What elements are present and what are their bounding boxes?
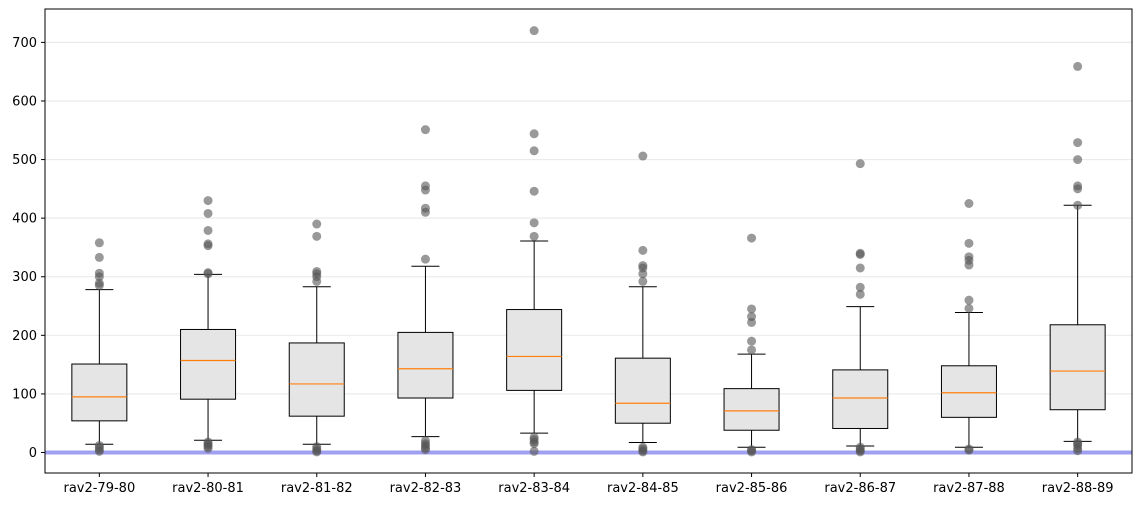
outlier-point: [94, 446, 104, 456]
outlier-point: [312, 447, 322, 457]
outlier-point: [964, 199, 974, 209]
outlier-point: [420, 207, 430, 217]
y-tick-label: 700: [12, 36, 37, 51]
outlier-point: [747, 336, 757, 346]
outlier-point: [638, 447, 648, 457]
outlier-point: [203, 196, 213, 206]
x-tick-label: rav2-79-80: [63, 481, 135, 496]
y-tick-label: 0: [29, 446, 37, 461]
y-tick-label: 100: [12, 387, 37, 402]
y-tick-label: 600: [12, 94, 37, 109]
outlier-point: [529, 26, 539, 36]
outlier-point: [203, 269, 213, 279]
outlier-point: [855, 159, 865, 169]
outlier-point: [747, 447, 757, 457]
outlier-point: [855, 447, 865, 457]
outlier-point: [964, 295, 974, 305]
outlier-point: [203, 241, 213, 251]
x-tick-label: rav2-81-82: [281, 481, 353, 496]
outlier-point: [529, 129, 539, 139]
y-tick-label: 300: [12, 270, 37, 285]
outlier-point: [855, 263, 865, 273]
outlier-point: [855, 289, 865, 299]
box: [940, 365, 997, 418]
box: [832, 369, 889, 429]
outlier-point: [529, 231, 539, 241]
outlier-point: [529, 218, 539, 228]
outlier-point: [964, 445, 974, 455]
outlier-point: [747, 317, 757, 327]
outlier-point: [964, 238, 974, 248]
outlier-point: [964, 303, 974, 313]
outlier-point: [94, 281, 104, 291]
outlier-point: [203, 208, 213, 218]
box: [397, 331, 454, 399]
y-tick-label: 500: [12, 153, 37, 168]
box: [723, 388, 780, 431]
outlier-point: [964, 260, 974, 270]
boxes: [71, 204, 1106, 448]
outlier-point: [1073, 184, 1083, 194]
box: [71, 363, 128, 422]
outlier-point: [747, 233, 757, 243]
outlier-point: [529, 146, 539, 156]
outlier-point: [1073, 200, 1083, 210]
x-tick-label: rav2-87-88: [933, 481, 1005, 496]
outlier-point: [420, 185, 430, 195]
box: [506, 309, 563, 391]
x-tick-label: rav2-85-86: [716, 481, 788, 496]
outlier-point: [1073, 155, 1083, 165]
outlier-point: [420, 125, 430, 135]
y-tick-label: 400: [12, 212, 37, 227]
x-tick-label: rav2-88-89: [1042, 481, 1114, 496]
box: [180, 328, 237, 400]
outlier-point: [747, 345, 757, 355]
outlier-point: [420, 254, 430, 264]
outlier-point: [1073, 61, 1083, 71]
x-tick-label: rav2-83-84: [498, 481, 570, 496]
outlier-point: [203, 225, 213, 235]
outlier-point: [638, 269, 648, 279]
outlier-point: [855, 282, 865, 292]
outlier-point: [638, 245, 648, 255]
x-tick-label: rav2-86-87: [824, 481, 896, 496]
outlier-point: [94, 272, 104, 282]
box: [614, 357, 671, 424]
outlier-point: [420, 445, 430, 455]
outlier-point: [747, 304, 757, 314]
outlier-point: [312, 276, 322, 286]
outlier-point: [638, 151, 648, 161]
outlier-point: [529, 186, 539, 196]
outlier-point: [855, 249, 865, 259]
outlier-point: [529, 439, 539, 449]
outlier-point: [203, 443, 213, 453]
x-tick-label: rav2-84-85: [607, 481, 679, 496]
x-tick-label: rav2-80-81: [172, 481, 244, 496]
outlier-point: [94, 238, 104, 248]
outlier-point: [1073, 446, 1083, 456]
outlier-point: [638, 276, 648, 286]
outlier-point: [312, 231, 322, 241]
x-tick-label: rav2-82-83: [390, 481, 462, 496]
outlier-point: [94, 252, 104, 262]
axes: 0 100 200 300 400 500 600 700 rav2-79-80 rav2-80-…: [12, 36, 1113, 496]
outlier-point: [312, 219, 322, 229]
box: [288, 342, 345, 417]
outlier-point: [529, 446, 539, 456]
outliers: [94, 26, 1083, 457]
box: [1049, 324, 1106, 411]
y-tick-label: 200: [12, 329, 37, 344]
plot-frame: [44, 8, 1133, 474]
outlier-point: [1073, 138, 1083, 148]
